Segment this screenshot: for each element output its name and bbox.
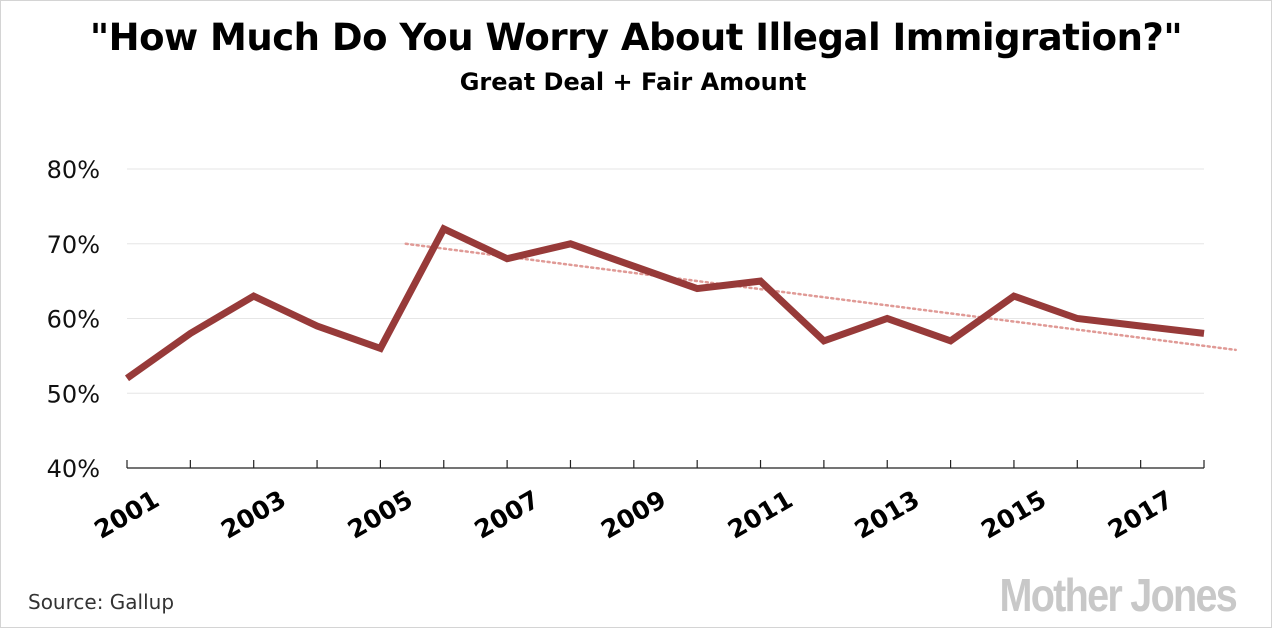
x-tick-label: 2007 [469, 485, 544, 545]
x-tick-label: 2011 [723, 485, 798, 545]
x-tick-label: 2013 [850, 485, 925, 545]
x-tick-label: 2017 [1103, 485, 1178, 545]
x-axis [126, 460, 1205, 469]
grid-lines [127, 168, 1204, 394]
y-tick-label: 60% [47, 306, 100, 334]
x-axis-labels: 2001 2003 2005 2007 2009 2011 2013 2015 2017 [89, 485, 1177, 545]
mother-jones-logo: Mother Jones [999, 569, 1237, 621]
y-tick-label: 70% [47, 231, 100, 259]
source-note: Source: Gallup [28, 590, 175, 614]
trendline-layer [404, 242, 1237, 352]
y-axis-labels: 40% 50% 60% 70% 80% [47, 156, 100, 483]
series-line [124, 224, 1205, 382]
y-tick-label: 40% [47, 455, 100, 483]
x-tick-label: 2003 [216, 485, 291, 545]
chart-title: "How Much Do You Worry About Illegal Imm… [89, 16, 1183, 59]
series-layer [124, 224, 1205, 382]
y-tick-label: 50% [47, 380, 100, 408]
y-tick-label: 80% [47, 156, 100, 184]
x-tick-label: 2009 [596, 485, 671, 545]
chart-subtitle: Great Deal + Fair Amount [459, 68, 807, 96]
x-tick-label: 2001 [89, 485, 164, 545]
x-tick-label: 2005 [343, 485, 418, 545]
trendline [404, 242, 1237, 352]
x-tick-label: 2015 [976, 485, 1051, 545]
